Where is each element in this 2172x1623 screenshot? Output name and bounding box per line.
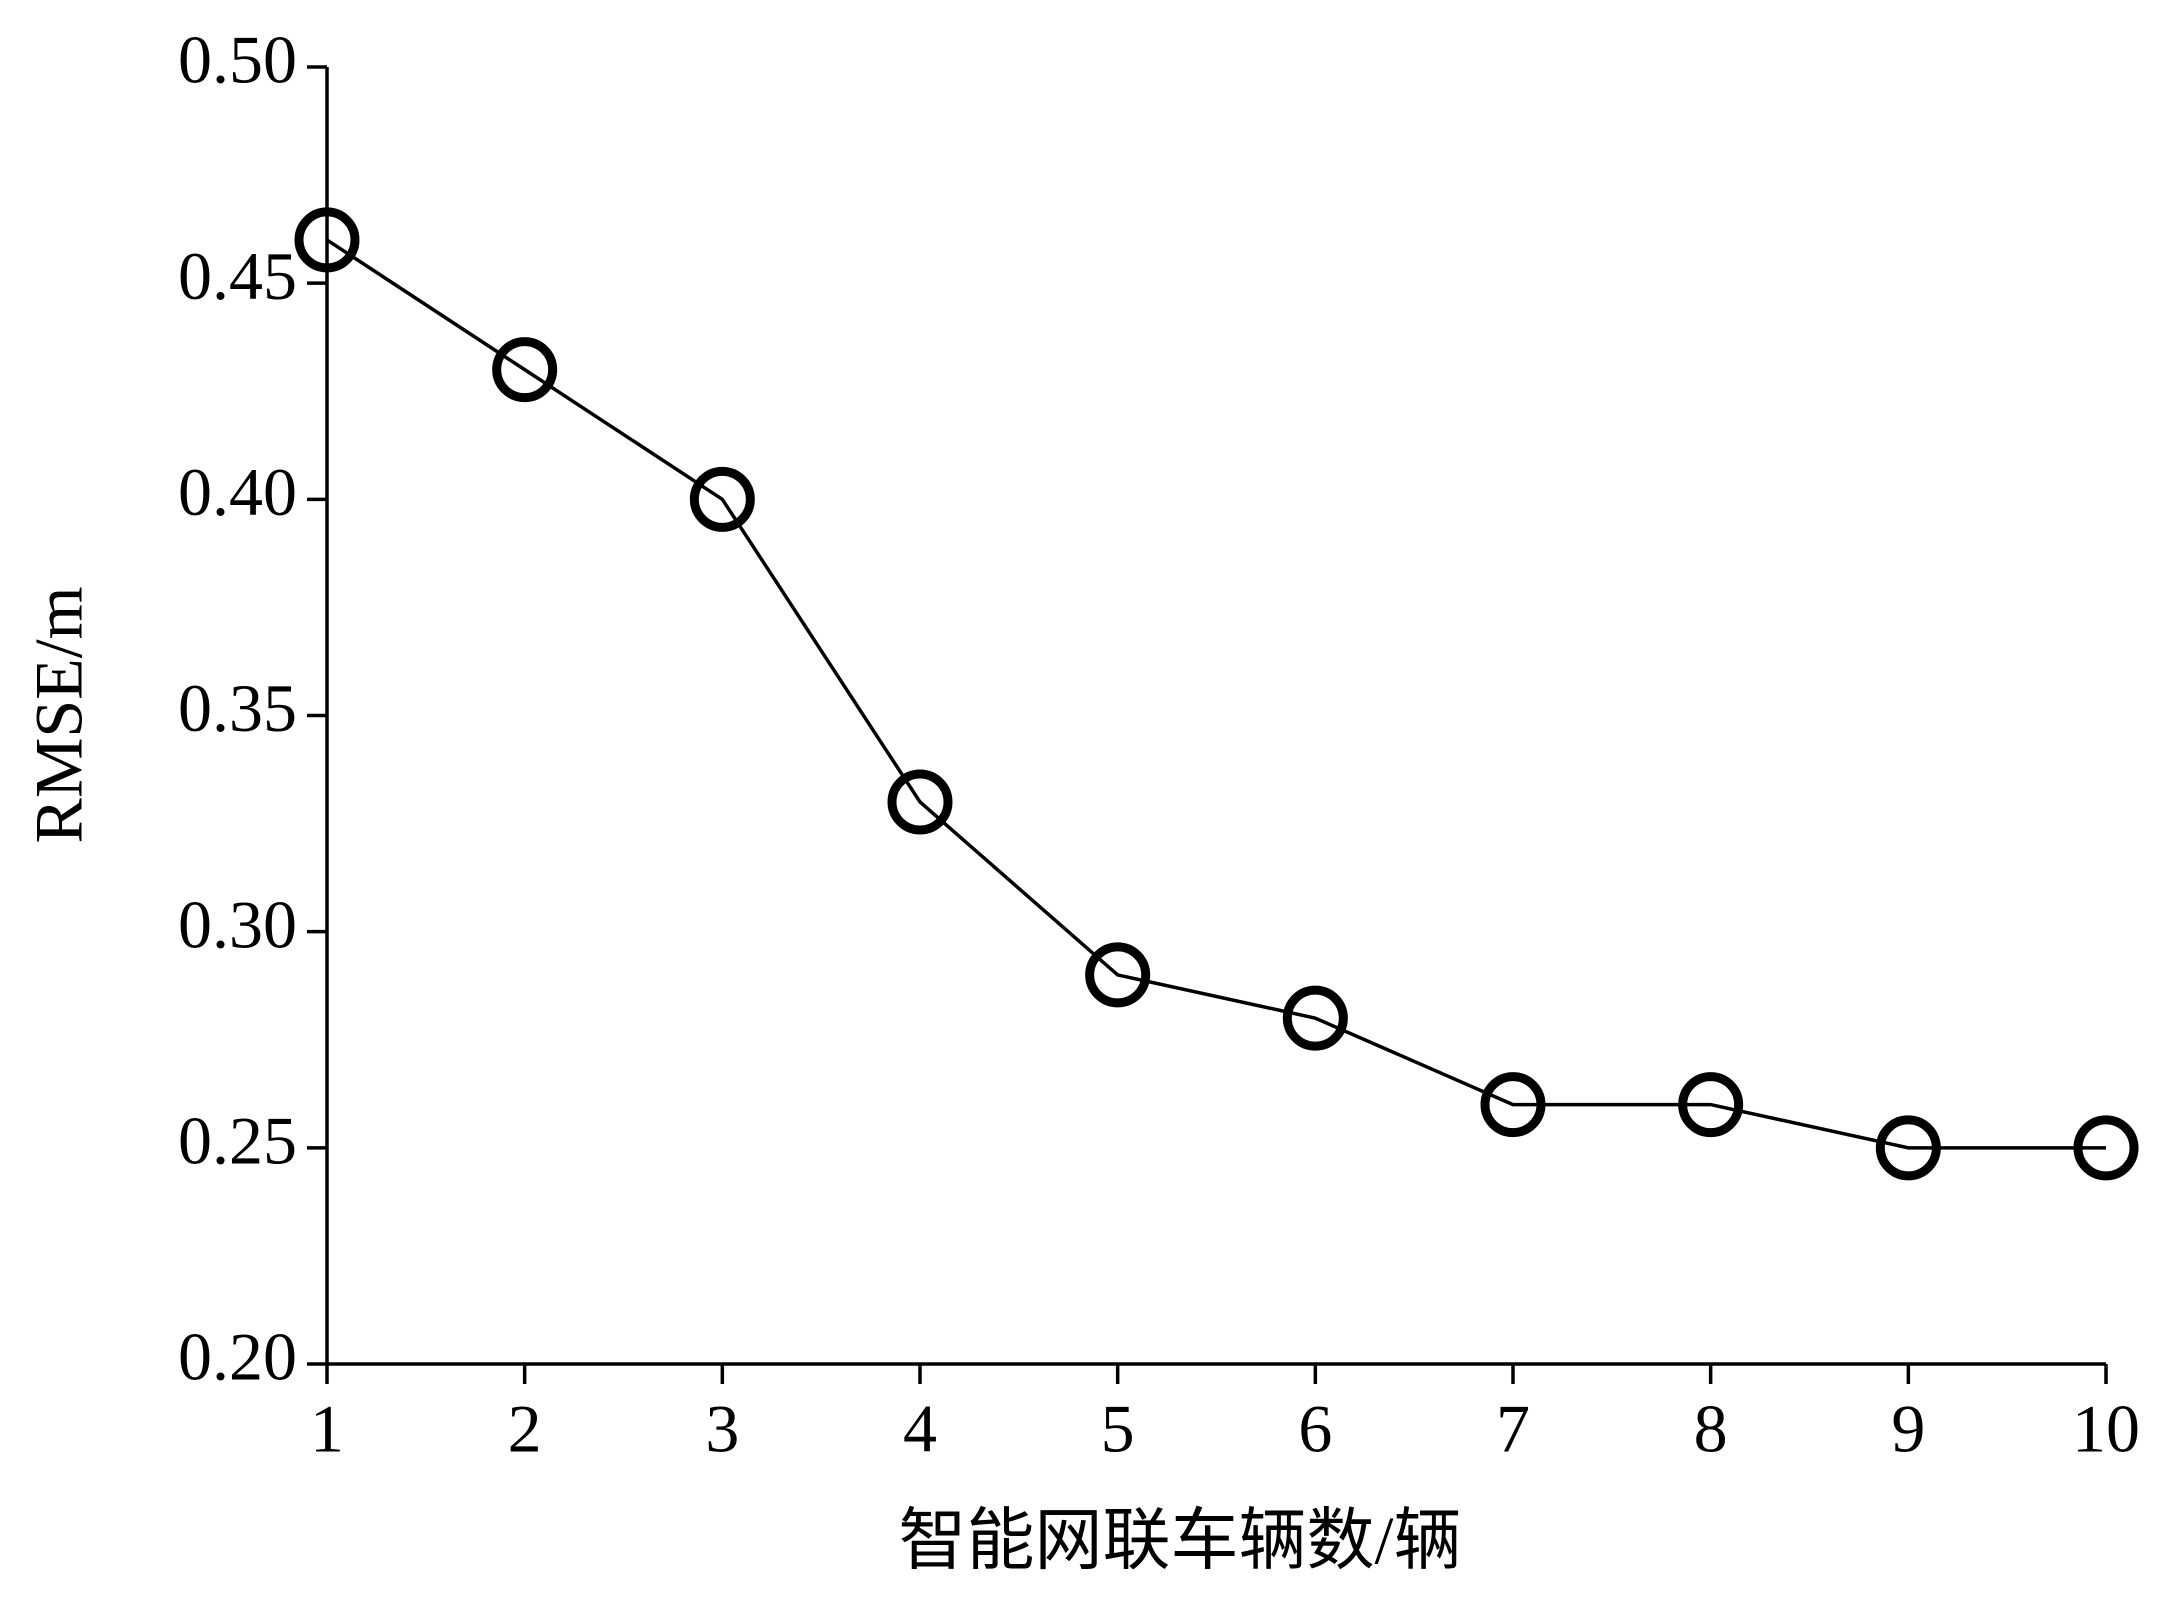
y-tick-label: 0.40 xyxy=(178,454,297,530)
x-tick-label: 9 xyxy=(1891,1391,1925,1467)
y-axis-label: RMSE/m xyxy=(21,587,97,844)
marker xyxy=(887,769,953,835)
line xyxy=(326,238,2106,1150)
x-tick-label: 3 xyxy=(705,1391,739,1467)
y-tick-label: 0.20 xyxy=(178,1319,297,1395)
x-tick-label: 2 xyxy=(508,1391,542,1467)
x-tick-label: 4 xyxy=(903,1391,937,1467)
marker xyxy=(294,207,360,273)
y-tick-label: 0.35 xyxy=(178,670,297,746)
marker xyxy=(492,337,558,403)
marker xyxy=(1480,1072,1546,1138)
marker xyxy=(1875,1115,1941,1181)
x-axis-label: 智能网联车辆数/辆 xyxy=(899,1503,1462,1579)
y-tick-label: 0.25 xyxy=(178,1102,297,1178)
x-tick-label: 8 xyxy=(1694,1391,1728,1467)
y-tick-label: 0.50 xyxy=(178,22,297,98)
marker xyxy=(1678,1072,1744,1138)
x-tick-label: 6 xyxy=(1298,1391,1332,1467)
y-tick-label: 0.30 xyxy=(178,886,297,962)
marker xyxy=(1085,942,1151,1008)
x-tick-label: 5 xyxy=(1101,1391,1135,1467)
y-tick-label: 0.45 xyxy=(178,238,297,314)
marker xyxy=(689,466,755,532)
x-tick-label: 1 xyxy=(310,1391,344,1467)
marker xyxy=(2073,1115,2139,1181)
x-tick-label: 7 xyxy=(1496,1391,1530,1467)
x-tick-label: 10 xyxy=(2072,1391,2140,1467)
marker xyxy=(1282,985,1348,1051)
